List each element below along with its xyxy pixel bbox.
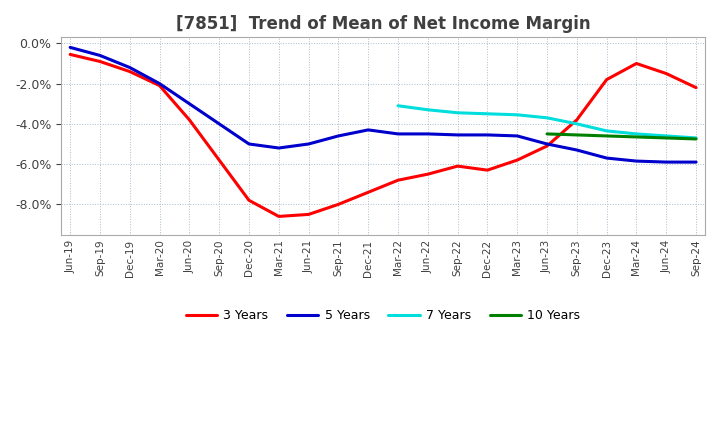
Line: 10 Years: 10 Years xyxy=(547,134,696,139)
5 Years xyxy=(96,53,104,58)
5 Years xyxy=(305,141,313,147)
10 Years xyxy=(662,136,670,141)
7 Years xyxy=(513,112,521,117)
Line: 5 Years: 5 Years xyxy=(70,48,696,162)
3 Years xyxy=(66,52,74,57)
7 Years xyxy=(483,111,492,117)
5 Years xyxy=(185,101,194,106)
5 Years xyxy=(603,155,611,161)
3 Years xyxy=(454,164,462,169)
7 Years xyxy=(394,103,402,108)
3 Years xyxy=(572,117,581,122)
10 Years xyxy=(543,131,552,136)
5 Years xyxy=(572,147,581,153)
3 Years xyxy=(632,61,641,66)
7 Years xyxy=(572,121,581,127)
5 Years xyxy=(274,145,283,150)
3 Years xyxy=(394,178,402,183)
5 Years xyxy=(245,141,253,147)
3 Years xyxy=(305,212,313,217)
7 Years xyxy=(423,107,432,112)
Line: 3 Years: 3 Years xyxy=(70,55,696,216)
3 Years xyxy=(692,85,701,90)
Title: [7851]  Trend of Mean of Net Income Margin: [7851] Trend of Mean of Net Income Margi… xyxy=(176,15,590,33)
5 Years xyxy=(692,159,701,165)
3 Years xyxy=(215,158,223,163)
3 Years xyxy=(156,83,164,88)
3 Years xyxy=(662,71,670,76)
7 Years xyxy=(603,128,611,134)
7 Years xyxy=(692,136,701,141)
Legend: 3 Years, 5 Years, 7 Years, 10 Years: 3 Years, 5 Years, 7 Years, 10 Years xyxy=(181,304,585,327)
5 Years xyxy=(156,81,164,86)
5 Years xyxy=(125,65,134,70)
10 Years xyxy=(692,136,701,142)
5 Years xyxy=(394,131,402,136)
5 Years xyxy=(364,127,372,132)
3 Years xyxy=(543,143,552,149)
3 Years xyxy=(274,214,283,219)
3 Years xyxy=(423,172,432,177)
3 Years xyxy=(603,77,611,82)
7 Years xyxy=(454,110,462,115)
3 Years xyxy=(334,202,343,207)
5 Years xyxy=(66,45,74,50)
5 Years xyxy=(543,141,552,147)
5 Years xyxy=(483,132,492,138)
5 Years xyxy=(513,133,521,139)
3 Years xyxy=(96,59,104,64)
10 Years xyxy=(572,132,581,138)
7 Years xyxy=(543,115,552,121)
10 Years xyxy=(632,134,641,139)
3 Years xyxy=(125,69,134,74)
5 Years xyxy=(215,121,223,127)
5 Years xyxy=(662,159,670,165)
7 Years xyxy=(632,131,641,136)
3 Years xyxy=(483,168,492,173)
5 Years xyxy=(423,131,432,136)
3 Years xyxy=(245,198,253,203)
3 Years xyxy=(185,117,194,122)
5 Years xyxy=(454,132,462,138)
3 Years xyxy=(513,158,521,163)
10 Years xyxy=(603,133,611,139)
3 Years xyxy=(364,190,372,195)
5 Years xyxy=(334,133,343,139)
7 Years xyxy=(662,133,670,139)
Line: 7 Years: 7 Years xyxy=(398,106,696,138)
5 Years xyxy=(632,158,641,164)
